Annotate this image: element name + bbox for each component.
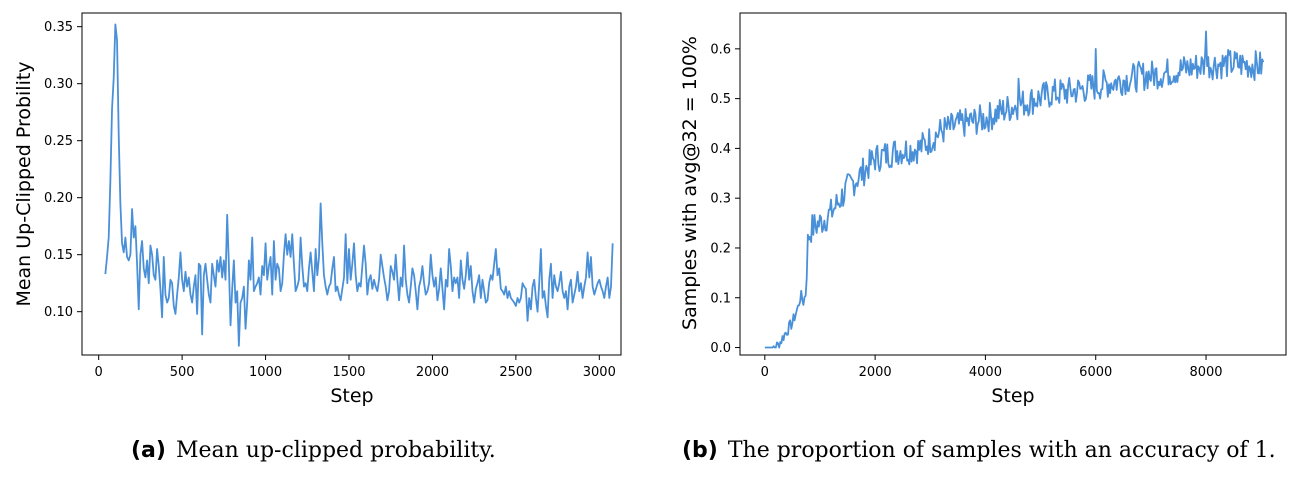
caption-a: (a) Mean up-clipped probability. <box>131 438 496 463</box>
chart-a-ylabel: Mean Up-Clipped Probility <box>13 61 35 306</box>
chart-b-ytick-label: 0.2 <box>710 241 731 256</box>
chart-a-xtick-label: 3000 <box>583 365 616 380</box>
chart-b-ylabel: Samples with avg@32 = 100% <box>679 36 701 330</box>
chart-a-xtick-label: 2000 <box>416 365 449 380</box>
chart-b-ytick-label: 0.6 <box>710 42 731 57</box>
chart-a-frame <box>81 12 622 356</box>
chart-a-ticks: 0 500 1000 1500 2000 2500 3000 0.10 0.15 0.20 0.25… <box>44 20 616 380</box>
chart-a-xtick-label: 1000 <box>249 365 282 380</box>
caption-b: (b) The proportion of samples with an acc… <box>682 438 1276 463</box>
chart-b-series-line <box>764 30 1265 349</box>
chart-a-series-line <box>104 23 614 347</box>
chart-b-ytick-label: 0.1 <box>710 291 731 306</box>
chart-b: 0 2000 4000 6000 8000 0.0 0.1 0.2 0.3 0.4 0.5 0.6 S… <box>679 12 1287 407</box>
chart-a-ytick-label: 0.20 <box>44 191 73 206</box>
chart-a-ytick-label: 0.15 <box>44 248 73 263</box>
chart-b-xtick-label: 2000 <box>859 365 892 380</box>
chart-b-xtick-label: 6000 <box>1079 365 1112 380</box>
chart-b-xtick-label: 4000 <box>969 365 1002 380</box>
chart-a-xtick-label: 1500 <box>332 365 365 380</box>
chart-a-ytick-label: 0.35 <box>44 20 73 35</box>
caption-b-tag: (b) <box>682 438 718 463</box>
chart-b-xlabel: Step <box>991 385 1034 407</box>
chart-b-ytick-label: 0.0 <box>710 341 731 356</box>
chart-b-frame <box>739 12 1287 356</box>
chart-b-xtick-label: 8000 <box>1189 365 1222 380</box>
caption-b-text: The proportion of samples with an accura… <box>727 438 1276 463</box>
chart-b-ticks: 0 2000 4000 6000 8000 0.0 0.1 0.2 0.3 0.4 0.5 0.6 <box>710 42 1222 380</box>
chart-b-ytick-label: 0.4 <box>710 142 731 157</box>
caption-a-text: Mean up-clipped probability. <box>175 438 496 463</box>
chart-b-ytick-label: 0.5 <box>710 92 731 107</box>
chart-a-xtick-label: 2500 <box>499 365 532 380</box>
chart-b-ytick-label: 0.3 <box>710 192 731 207</box>
chart-a-ytick-label: 0.25 <box>44 134 73 149</box>
chart-a-xlabel: Step <box>330 385 373 407</box>
chart-a: 0 500 1000 1500 2000 2500 3000 0.10 0.15 0.20 0.25… <box>13 12 622 407</box>
caption-a-tag: (a) <box>131 438 166 463</box>
chart-a-ytick-label: 0.10 <box>44 305 73 320</box>
chart-a-xtick-label: 500 <box>170 365 195 380</box>
chart-b-xtick-label: 0 <box>761 365 769 380</box>
chart-a-xtick-label: 0 <box>95 365 103 380</box>
chart-a-ytick-label: 0.30 <box>44 77 73 92</box>
